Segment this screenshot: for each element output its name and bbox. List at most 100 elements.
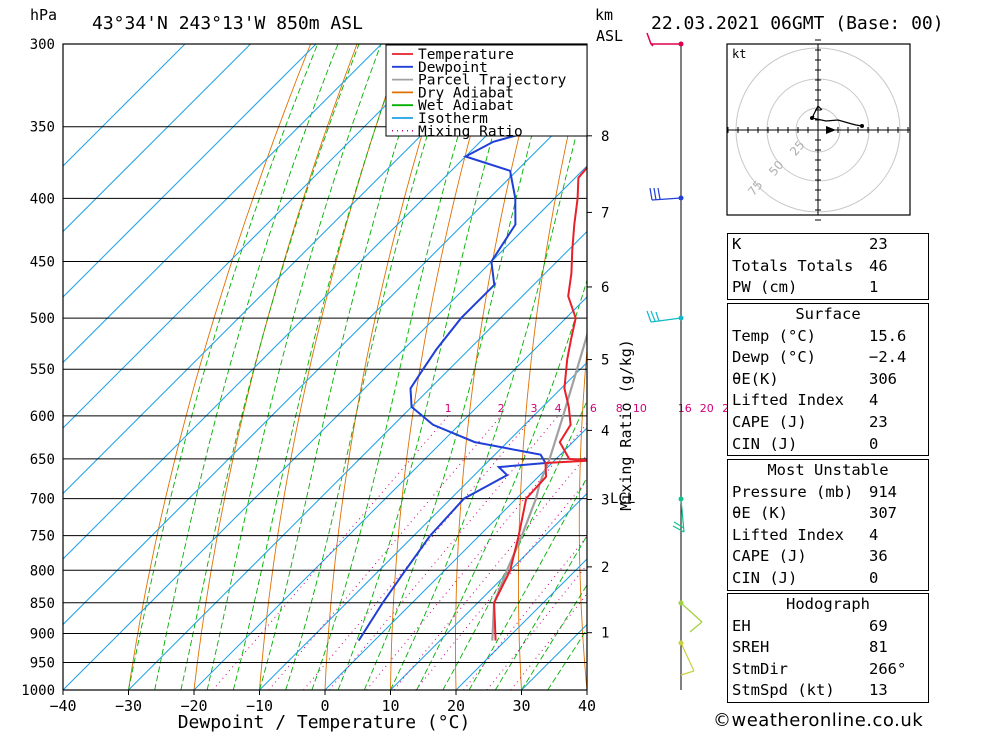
km-tick-label: 6	[601, 280, 609, 296]
mu-row: Lifted Index 4	[732, 525, 879, 544]
asl-label: ASL	[596, 27, 623, 45]
wet-adiabat-line	[206, 44, 382, 690]
legend-label: Isotherm	[418, 111, 488, 127]
pressure-tick-label: 900	[30, 626, 55, 642]
isotherm-line	[63, 44, 448, 429]
x-tick-label: 10	[381, 697, 399, 715]
mu-row: CIN (J) 0	[732, 568, 879, 587]
indices-table: K 23 Totals Totals 46 PW (cm) 1	[727, 233, 929, 300]
isotherm-line	[193, 296, 587, 690]
wet-adiabat-line	[232, 44, 405, 690]
hodograph-unit: kt	[732, 47, 746, 61]
pressure-axis: 300 350 400 450 500 550 600 650 700 750 800 850 900 9…	[21, 37, 55, 699]
km-tick-label: 8	[601, 129, 609, 145]
profile-series	[357, 44, 587, 642]
x-tick-label: −30	[115, 697, 142, 715]
mu-row: CAPE (J) 36	[732, 547, 888, 566]
dry-adiabat-line	[958, 44, 1000, 690]
wet-adiabat-line	[154, 44, 339, 690]
hodo-row: EH 69	[732, 616, 888, 635]
dry-adiabat-line	[638, 44, 682, 690]
wind-profile	[646, 32, 703, 690]
temperature-line	[493, 166, 587, 641]
mixing-ratio-line	[328, 415, 559, 690]
wind-barb-900	[680, 642, 695, 676]
dewpoint-line	[357, 44, 566, 642]
pressure-tick-label: 950	[30, 655, 55, 671]
index-row: K 23	[732, 235, 888, 253]
x-tick-label: 20	[447, 697, 465, 715]
pressure-tick-label: 600	[30, 409, 55, 425]
km-tick-label: 3	[601, 492, 609, 508]
isotherm-line	[63, 44, 513, 495]
wind-barb-300	[646, 32, 681, 47]
pressure-tick-label: 550	[30, 362, 55, 378]
wet-adiabat-line	[442, 399, 587, 690]
surface-title: Surface	[795, 305, 861, 323]
km-label: km	[595, 6, 613, 24]
parcel-trajectory-line	[491, 331, 587, 641]
pressure-level-lines	[63, 44, 587, 690]
hodo-row: StmDir 266°	[732, 659, 907, 678]
isotherm-line	[63, 165, 587, 690]
pressure-tick-label: 1000	[21, 683, 55, 699]
mixing-ratio-line	[268, 415, 502, 690]
hodo-row: SREH 81	[732, 638, 888, 657]
legend-label: Temperature	[418, 47, 514, 63]
mixing-ratio-lines	[212, 415, 587, 690]
mixing-ratio-line	[366, 422, 587, 690]
wind-barb-850	[680, 602, 703, 633]
hodograph-table: Hodograph EH 69 SREH 81 StmDir 266° StmSpd …	[727, 593, 929, 703]
pressure-tick-label: 850	[30, 596, 55, 612]
lcl-label: LCL	[610, 491, 635, 507]
most-unstable-table: Most Unstable Pressure (mb) 914 θE (K) 307…	[727, 459, 929, 591]
index-row: PW (cm) 1	[732, 278, 879, 297]
wet-adiabat-line	[390, 90, 587, 690]
isotherm-line	[63, 44, 382, 364]
isotherms	[63, 44, 587, 690]
x-tick-label: 30	[512, 697, 530, 715]
isotherm-line	[455, 558, 587, 690]
mixing-ratio-label: 1	[445, 402, 452, 415]
mixing-ratio-label: 2	[498, 402, 505, 415]
dry-adiabat-line	[390, 44, 497, 690]
datetime-title: 22.03.2021 06GMT (Base: 00)	[651, 13, 944, 34]
surface-row: CIN (J) 0	[732, 434, 879, 453]
isotherm-line	[259, 361, 587, 690]
x-tick-label: 40	[578, 697, 596, 715]
wind-barb-400	[649, 187, 682, 201]
plot-frame	[62, 43, 588, 691]
wind-barb-700	[672, 498, 685, 533]
wet-adiabat-line	[468, 476, 587, 690]
x-tick-label: −40	[49, 697, 76, 715]
index-row: Totals Totals 46	[732, 256, 888, 275]
hpa-label: hPa	[30, 6, 57, 24]
wet-adiabat-line	[128, 44, 319, 690]
height-axis: 1 2 3 4 5 6 7 8	[587, 129, 609, 642]
hodograph-title: Hodograph	[786, 595, 870, 613]
legend-label: Wet Adiabat	[418, 98, 514, 114]
isotherm-line	[390, 492, 587, 690]
x-tick-label: −20	[180, 697, 207, 715]
isotherm-line	[63, 44, 186, 167]
temperature-axis: −40 −30 −20 −10 0 10 20 30 40	[49, 690, 596, 715]
mixing-ratio-labels: 12346810162025	[445, 402, 737, 415]
isotherm-line	[63, 44, 579, 560]
km-tick-label: 2	[601, 560, 609, 576]
most-unstable-title: Most Unstable	[767, 461, 889, 479]
x-tick-label: 0	[320, 697, 329, 715]
wet-adiabat-line	[311, 44, 486, 690]
km-tick-label: 1	[601, 626, 609, 642]
isotherm-line	[128, 230, 587, 690]
km-tick-label: 7	[601, 205, 609, 221]
mixing-ratio-label: 4	[555, 402, 562, 415]
legend-label: Dry Adiabat	[418, 85, 514, 101]
surface-table: Surface Temp (°C) 15.6 Dewp (°C) −2.4 θE(K…	[727, 303, 929, 457]
pressure-tick-label: 800	[30, 563, 55, 579]
wet-adiabat-line	[494, 534, 587, 690]
surface-row: θE(K) 306	[732, 369, 897, 388]
surface-row: Lifted Index 4	[732, 391, 879, 410]
surface-row: Dewp (°C) −2.4	[732, 348, 907, 367]
mu-row: θE (K) 307	[732, 504, 897, 523]
x-tick-label: −10	[246, 697, 273, 715]
